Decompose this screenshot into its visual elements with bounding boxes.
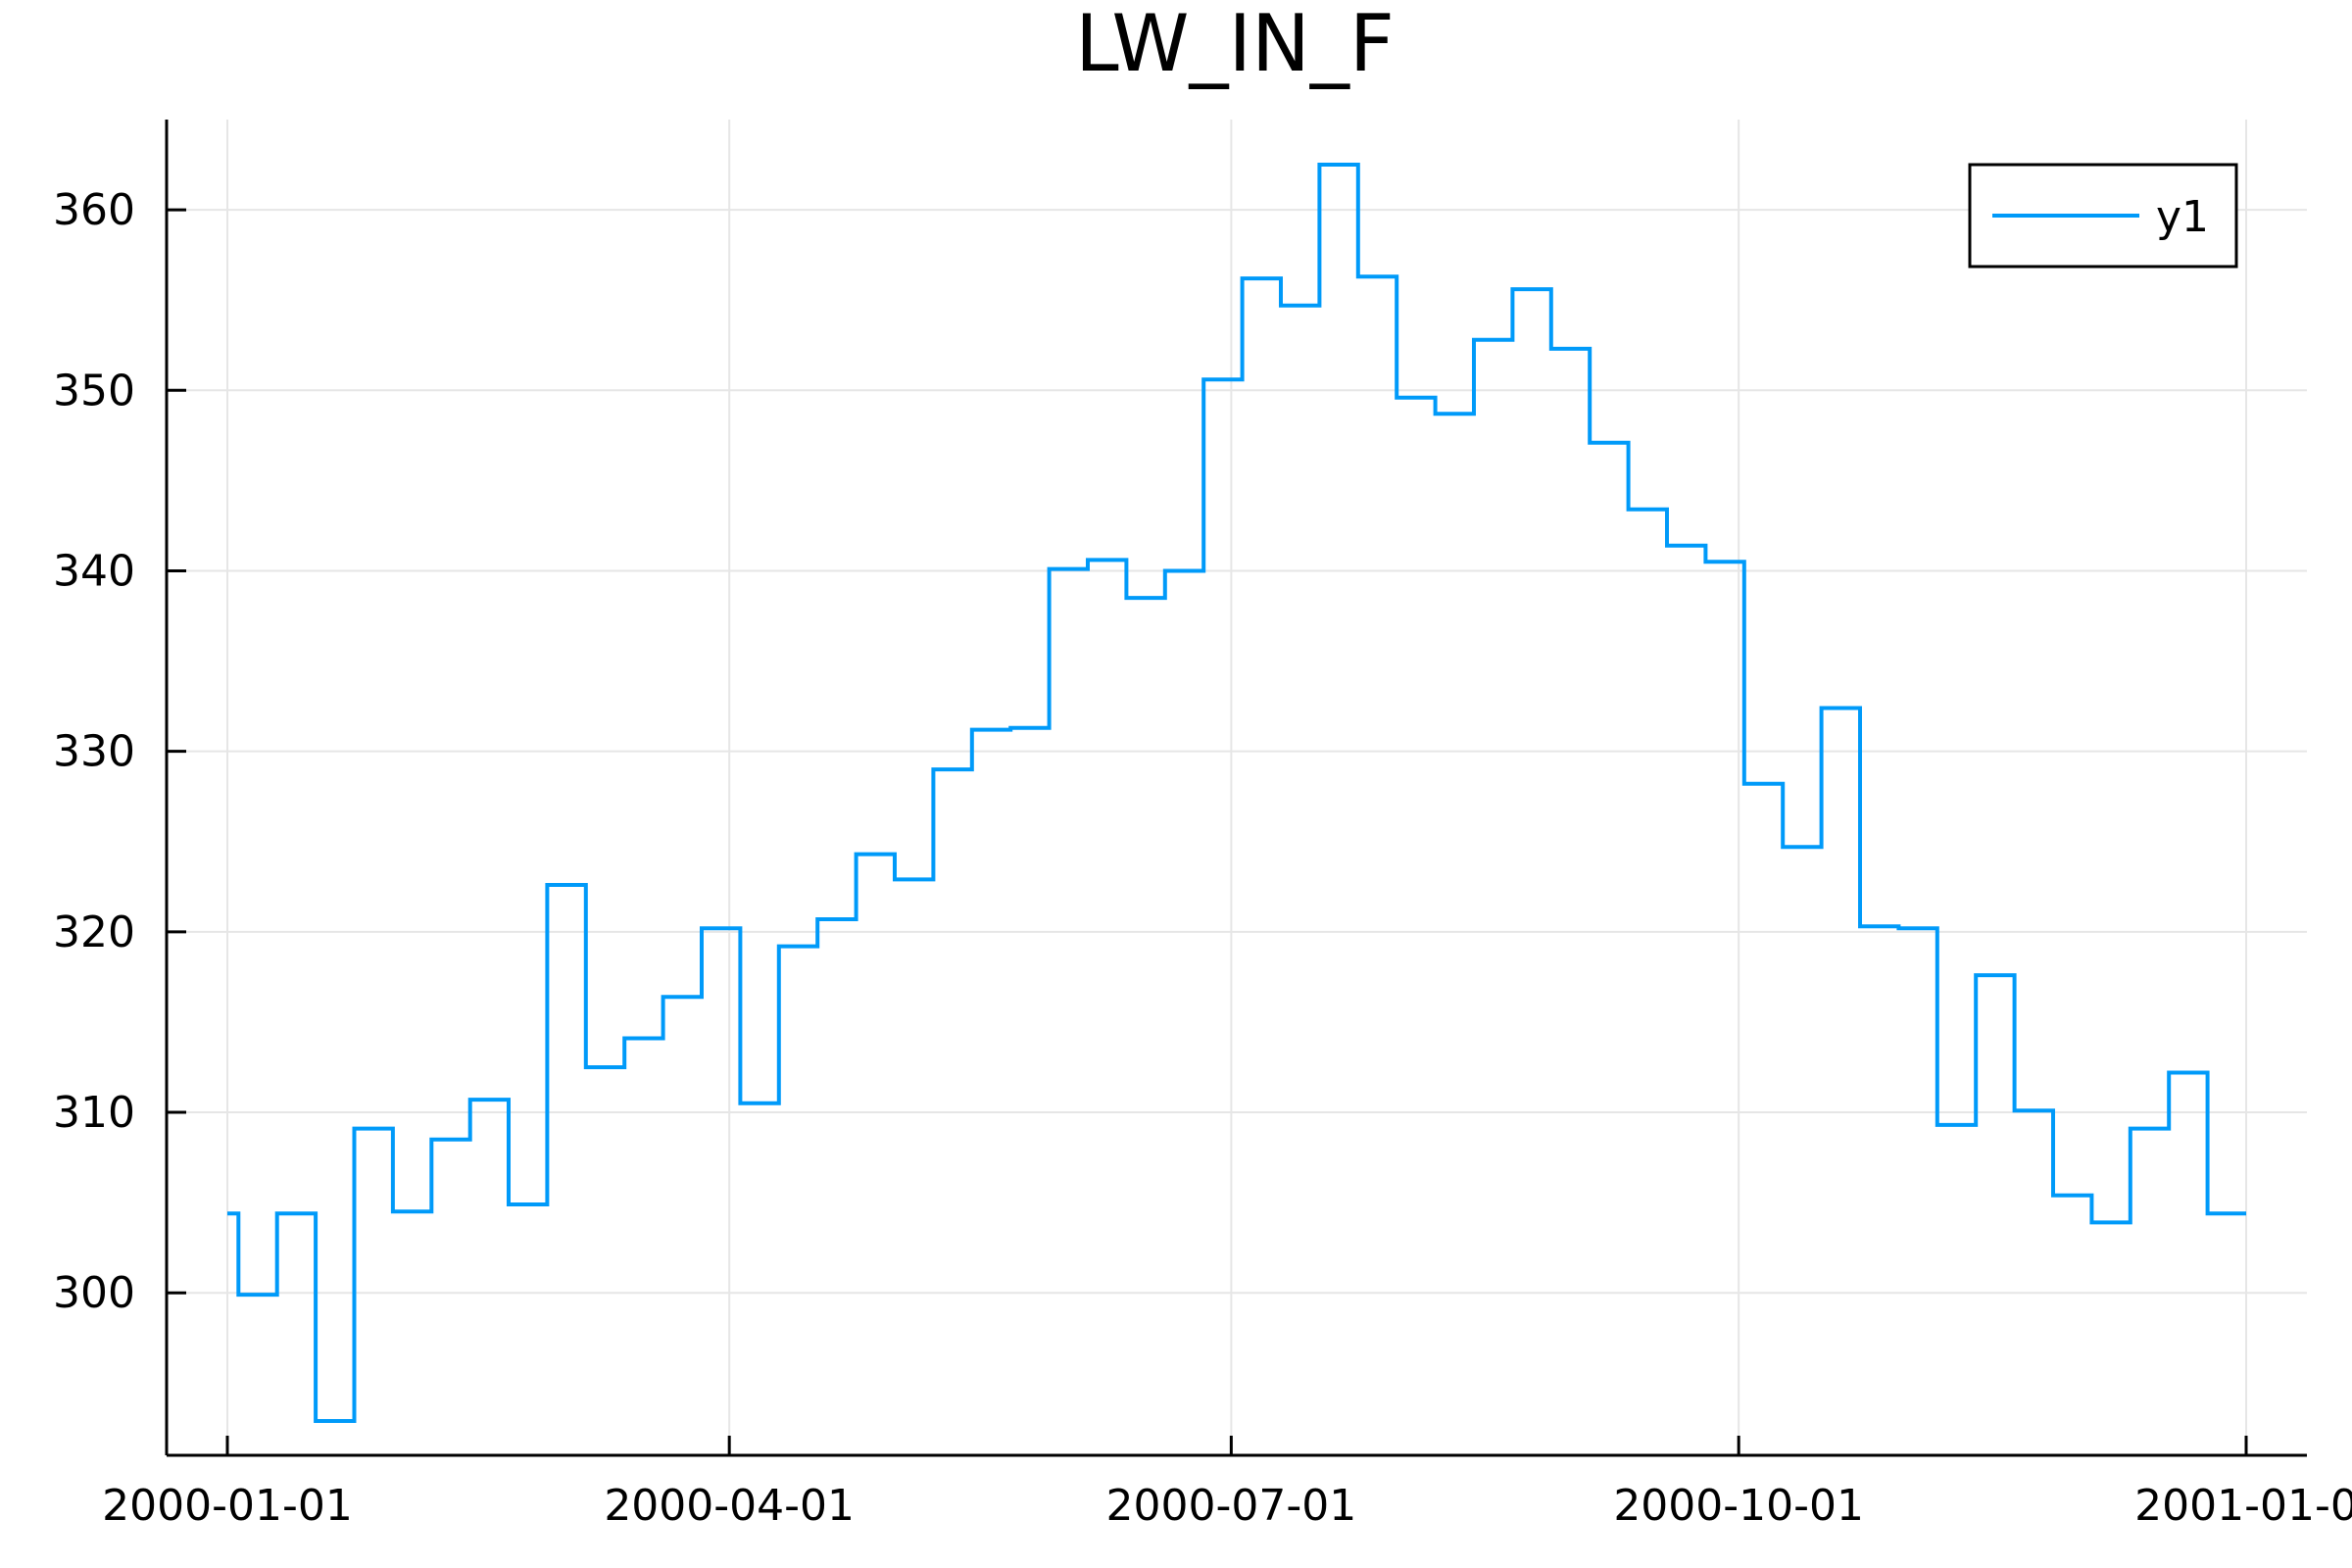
y-tick-label: 310: [53, 1088, 135, 1138]
x-tick-label: 2000-10-01: [1613, 1481, 1864, 1531]
tick-labels: 2000-01-01 2000-04-01 2000-07-01 2000-10-01…: [53, 185, 2352, 1531]
y-tick-label: 350: [53, 366, 135, 416]
grid-lines: [167, 120, 2307, 1455]
y-tick-label: 330: [53, 727, 135, 777]
y-tick-label: 300: [53, 1268, 135, 1318]
y-tick-label: 320: [53, 907, 135, 957]
x-tick-label: 2000-01-01: [102, 1481, 353, 1531]
y-tick-label: 340: [53, 546, 135, 596]
axes: [165, 120, 2307, 1457]
series-line-y1: [227, 163, 2246, 1423]
series-layer: [227, 163, 2246, 1423]
y-tick-label: 360: [53, 185, 135, 235]
chart-title: LW_IN_F: [1075, 0, 1395, 89]
x-tick-label: 2000-07-01: [1106, 1481, 1357, 1531]
legend: y1: [1968, 163, 2238, 269]
x-tick-label: 2000-04-01: [604, 1481, 855, 1531]
x-tick-label: 2001-01-0: [2134, 1481, 2352, 1531]
legend-label-y1: y1: [2156, 192, 2209, 242]
